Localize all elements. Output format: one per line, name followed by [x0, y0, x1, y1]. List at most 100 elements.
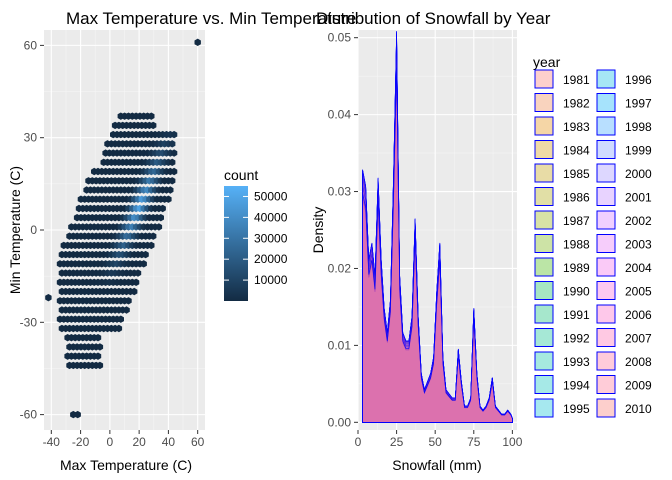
hexbin-x-ticks: -40 -20 0 20 40 60 — [43, 430, 205, 449]
density-y-tick-label: 0.03 — [328, 185, 352, 199]
count-legend-label: 30000 — [254, 231, 288, 245]
year-legend-label: 2004 — [625, 261, 652, 275]
year-legend-items: 1981 1982 1983 1984 1985 1986 1987 1988 1989 1990… — [534, 69, 652, 418]
hexbin-cells — [45, 38, 201, 419]
year-legend-label: 1993 — [563, 355, 590, 369]
year-legend-key-1990 — [534, 281, 554, 300]
year-legend-label: 1981 — [563, 73, 590, 87]
year-legend-label: 2003 — [625, 238, 652, 252]
count-legend-label: 10000 — [254, 273, 288, 287]
hex-cell — [148, 112, 155, 120]
hex-cell-outlier — [70, 410, 77, 419]
hex-cell-outlier — [45, 294, 52, 302]
density-y-tick-label: 0.05 — [328, 31, 352, 45]
year-legend-label: 2010 — [625, 402, 652, 416]
hex-cell — [169, 177, 176, 185]
year-legend-key-1991 — [534, 304, 554, 324]
hex-cell-outlier — [194, 38, 201, 46]
year-legend-key-1995 — [534, 398, 554, 418]
year-legend-label: 1997 — [625, 97, 652, 111]
density-x-tick-label: 25 — [390, 435, 404, 449]
density-curve-2009 — [362, 30, 513, 423]
hexbin-x-tick-label: -20 — [72, 435, 90, 449]
year-legend-key-2005 — [596, 281, 616, 300]
density-curves — [362, 30, 513, 423]
year-legend-key-1987 — [534, 210, 554, 230]
year-legend-label: 1999 — [625, 144, 652, 158]
year-legend-key-2008 — [596, 351, 616, 371]
year-legend-key-2000 — [596, 163, 616, 183]
year-legend-key-2001 — [596, 187, 616, 206]
hexbin-panel: Max Temperature vs. Min Temperature -40-… — [7, 9, 356, 473]
year-legend-label: 1990 — [563, 285, 590, 299]
year-legend-label: 2002 — [625, 214, 652, 228]
year-legend-label: 1987 — [563, 214, 590, 228]
year-legend-label: 1986 — [563, 191, 590, 205]
hexbin-y-tick-label: -30 — [20, 315, 38, 329]
hex-cell — [167, 186, 174, 194]
density-x-tick-label: 50 — [429, 435, 443, 449]
year-legend-label: 1994 — [563, 379, 590, 393]
year-legend-key-1989 — [534, 257, 554, 277]
year-legend-label: 2008 — [625, 355, 652, 369]
density-y-tick-label: 0.01 — [328, 338, 352, 352]
year-legend-key-1983 — [534, 116, 554, 136]
hex-cell — [150, 121, 157, 130]
year-legend-label: 1982 — [563, 97, 590, 111]
hex-cell — [169, 140, 176, 148]
hex-cell — [140, 260, 147, 268]
hexbin-y-tick-label: 30 — [24, 131, 38, 145]
hex-cell — [94, 352, 102, 360]
year-legend-label: 2009 — [625, 379, 652, 393]
year-legend-label: 2005 — [625, 285, 652, 299]
year-legend-title: year — [533, 54, 561, 70]
year-legend-key-1985 — [534, 163, 554, 183]
year-legend-label: 1992 — [563, 332, 590, 346]
year-legend-label: 1991 — [563, 308, 590, 322]
year-legend-label: 1995 — [563, 402, 590, 416]
year-legend-label: 1998 — [625, 120, 652, 134]
year-legend-key-1982 — [534, 93, 554, 112]
hexbin-y-tick-label: 0 — [30, 223, 37, 237]
year-legend-key-1984 — [534, 140, 554, 159]
hex-cell — [94, 334, 102, 342]
hex-cell — [96, 361, 104, 370]
count-legend-label: 40000 — [254, 210, 288, 224]
hex-cell — [165, 195, 172, 203]
year-legend-label: 2006 — [625, 308, 652, 322]
year-legend-key-1986 — [534, 187, 554, 206]
year-legend-key-1996 — [596, 69, 616, 89]
hex-cell — [134, 269, 142, 277]
hex-cell — [115, 324, 123, 333]
year-legend: year 19811982198319841985198619871988198… — [533, 54, 652, 418]
year-legend-key-2003 — [596, 234, 616, 253]
density-x-ticks: 0 25 50 75 100 — [355, 430, 523, 449]
year-legend-key-1994 — [534, 375, 554, 394]
density-title: Distribution of Snowfall by Year — [316, 9, 551, 28]
year-legend-label: 1996 — [625, 73, 652, 87]
density-y-tick-label: 0.00 — [328, 415, 352, 429]
density-curve-2010 — [362, 67, 513, 423]
hex-cell — [150, 232, 157, 240]
year-legend-key-1993 — [534, 351, 554, 371]
hexbin-y-tick-label: -60 — [20, 408, 38, 422]
hex-cell — [117, 315, 124, 323]
hex-cell — [148, 241, 155, 250]
density-gridlines — [357, 30, 517, 430]
density-x-tick-label: 75 — [467, 435, 481, 449]
hex-cell — [170, 149, 178, 157]
count-legend-label: 20000 — [254, 252, 288, 266]
hexbin-x-tick-label: 60 — [191, 435, 205, 449]
hex-cell — [142, 250, 149, 259]
density-x-tick-label: 0 — [355, 435, 362, 449]
hexbin-x-tick-label: -40 — [43, 435, 61, 449]
year-legend-key-2002 — [596, 210, 616, 230]
year-legend-label: 1989 — [563, 261, 590, 275]
density-y-tick-label: 0.02 — [328, 261, 352, 275]
year-legend-key-1981 — [534, 69, 554, 89]
hex-cell — [157, 214, 164, 222]
count-legend-label: 50000 — [254, 189, 288, 203]
year-legend-label: 1984 — [563, 144, 590, 158]
density-y-tick-label: 0.04 — [328, 108, 352, 122]
